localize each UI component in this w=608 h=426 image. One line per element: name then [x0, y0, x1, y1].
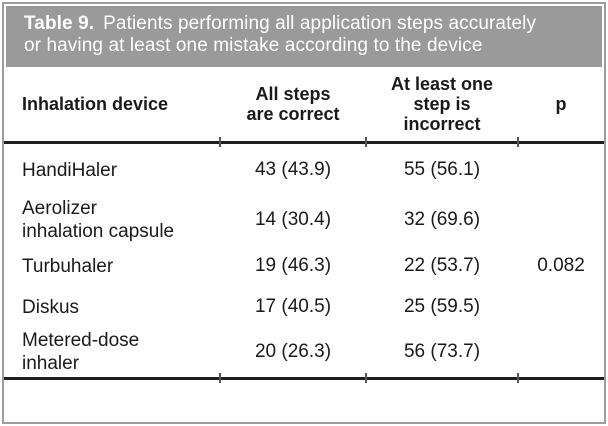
header-p: p: [555, 94, 567, 114]
step-incorrect-value: 32 (69.6): [403, 209, 481, 230]
column-divider-tick: [365, 373, 367, 383]
device-name: Turbuhaler: [22, 255, 114, 277]
all-steps-correct-value: 43 (43.9): [254, 159, 332, 180]
table: Inhalation device All steps are correct …: [4, 67, 604, 383]
column-divider-tick: [517, 373, 519, 383]
p-value: 0.082: [537, 255, 585, 276]
table-title-band: Table 9. Patients performing all applicat…: [6, 6, 602, 67]
header-inhalation-device: Inhalation device: [22, 94, 169, 114]
table-header-row: Inhalation device All steps are correct …: [4, 67, 604, 144]
all-steps-correct-value: 14 (30.4): [254, 209, 332, 230]
header-all-steps-correct: All steps are correct: [246, 84, 340, 124]
table-number-label: Table 9.: [24, 13, 95, 34]
table-row-aerolizer: Aerolizer inhalation capsule 14 (30.4) 3…: [4, 196, 604, 244]
table-body: HandiHaler 43 (43.9) 55 (56.1) Aerolizer…: [4, 144, 604, 380]
table-row-metered-dose: Metered-dose inhaler 20 (26.3) 56 (73.7): [4, 326, 604, 377]
step-incorrect-value: 55 (56.1): [403, 159, 481, 180]
column-divider-tick: [517, 137, 519, 147]
column-divider-tick: [219, 373, 221, 383]
device-name: Metered-dose inhaler: [22, 329, 140, 374]
device-name: HandiHaler: [22, 159, 118, 181]
table-title-line1: Table 9. Patients performing all applicat…: [24, 13, 602, 35]
all-steps-correct-value: 20 (26.3): [254, 340, 332, 362]
table-row-diskus: Diskus 17 (40.5) 25 (59.5): [4, 288, 604, 326]
table-row-handihaler: HandiHaler 43 (43.9) 55 (56.1): [4, 144, 604, 196]
column-divider-tick: [365, 137, 367, 147]
step-incorrect-value: 25 (59.5): [403, 296, 481, 317]
device-name: Aerolizer inhalation capsule: [22, 198, 175, 242]
header-step-incorrect: At least one step is incorrect: [390, 74, 494, 134]
all-steps-correct-value: 19 (46.3): [254, 255, 332, 276]
step-incorrect-value: 22 (53.7): [403, 255, 481, 276]
step-incorrect-value: 56 (73.7): [403, 340, 481, 362]
column-divider-tick: [219, 137, 221, 147]
table-title-text1: Patients performing all application step…: [103, 13, 537, 34]
device-name: Diskus: [22, 296, 80, 318]
all-steps-correct-value: 17 (40.5): [254, 296, 332, 317]
table-title-line2: or having at least one mistake according…: [24, 35, 483, 56]
table-row-turbuhaler: Turbuhaler 19 (46.3) 22 (53.7) 0.082: [4, 244, 604, 288]
